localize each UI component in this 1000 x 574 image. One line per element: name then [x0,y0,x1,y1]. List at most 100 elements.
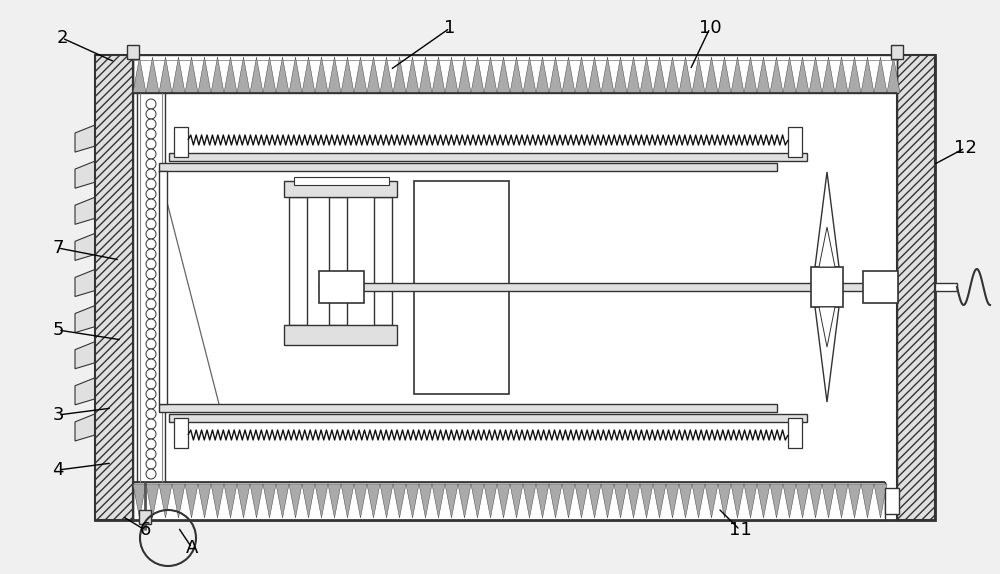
Polygon shape [497,484,510,518]
Circle shape [146,149,156,159]
Circle shape [146,429,156,439]
Bar [159,404,777,412]
Polygon shape [796,57,809,93]
Circle shape [146,229,156,239]
Polygon shape [237,484,250,518]
Polygon shape [835,57,848,93]
Circle shape [146,399,156,409]
Bar [811,267,843,307]
Circle shape [146,439,156,449]
Polygon shape [75,161,95,188]
Polygon shape [627,57,640,93]
Polygon shape [640,57,653,93]
Polygon shape [367,57,380,93]
Circle shape [146,459,156,469]
Polygon shape [419,484,432,518]
Polygon shape [809,57,822,93]
Polygon shape [614,57,627,93]
Bar [169,153,807,161]
Circle shape [146,359,156,369]
Polygon shape [549,57,562,93]
Bar [414,181,509,394]
Polygon shape [406,484,419,518]
Polygon shape [705,57,718,93]
Polygon shape [75,125,95,152]
Circle shape [146,249,156,259]
Polygon shape [380,484,393,518]
Polygon shape [666,57,679,93]
Polygon shape [315,484,328,518]
Polygon shape [497,57,510,93]
Polygon shape [809,484,822,518]
Polygon shape [783,484,796,518]
Polygon shape [692,484,705,518]
Circle shape [146,269,156,279]
Polygon shape [302,57,315,93]
Circle shape [146,319,156,329]
Circle shape [146,389,156,399]
Bar [174,127,188,157]
Bar [935,283,957,291]
Polygon shape [575,484,588,518]
Polygon shape [653,484,666,518]
Polygon shape [815,172,839,267]
Circle shape [146,449,156,459]
Circle shape [146,209,156,219]
Polygon shape [819,227,835,267]
Polygon shape [588,57,601,93]
Circle shape [146,239,156,249]
Text: 1: 1 [444,19,456,37]
Polygon shape [861,57,874,93]
Polygon shape [263,57,276,93]
Polygon shape [484,57,497,93]
Circle shape [146,99,156,109]
Polygon shape [75,305,95,333]
Polygon shape [354,484,367,518]
Polygon shape [250,57,263,93]
Circle shape [146,139,156,149]
Circle shape [146,259,156,269]
Bar [863,271,898,303]
Polygon shape [770,57,783,93]
Polygon shape [744,484,757,518]
Polygon shape [536,484,549,518]
Polygon shape [315,57,328,93]
Polygon shape [562,57,575,93]
Polygon shape [159,484,172,518]
Bar [159,171,167,404]
Text: 3: 3 [52,406,64,424]
Text: 5: 5 [52,321,64,339]
Circle shape [146,299,156,309]
Bar [139,510,151,524]
Polygon shape [770,484,783,518]
Circle shape [146,199,156,209]
Polygon shape [237,57,250,93]
Bar [159,163,777,171]
Bar [284,181,397,197]
Circle shape [146,179,156,189]
Polygon shape [471,484,484,518]
Polygon shape [848,57,861,93]
Polygon shape [289,57,302,93]
Bar [284,325,397,346]
Bar [374,197,392,325]
Polygon shape [172,57,185,93]
Polygon shape [523,57,536,93]
Circle shape [146,309,156,319]
Polygon shape [172,484,185,518]
Bar [891,45,903,59]
Bar [788,127,802,157]
Circle shape [146,419,156,429]
Text: 6: 6 [139,521,151,539]
Polygon shape [627,484,640,518]
Polygon shape [757,484,770,518]
Polygon shape [536,57,549,93]
Polygon shape [75,269,95,297]
Polygon shape [185,57,198,93]
Polygon shape [276,484,289,518]
Circle shape [146,379,156,389]
Circle shape [146,219,156,229]
Polygon shape [445,484,458,518]
Polygon shape [731,484,744,518]
Bar [95,55,935,520]
